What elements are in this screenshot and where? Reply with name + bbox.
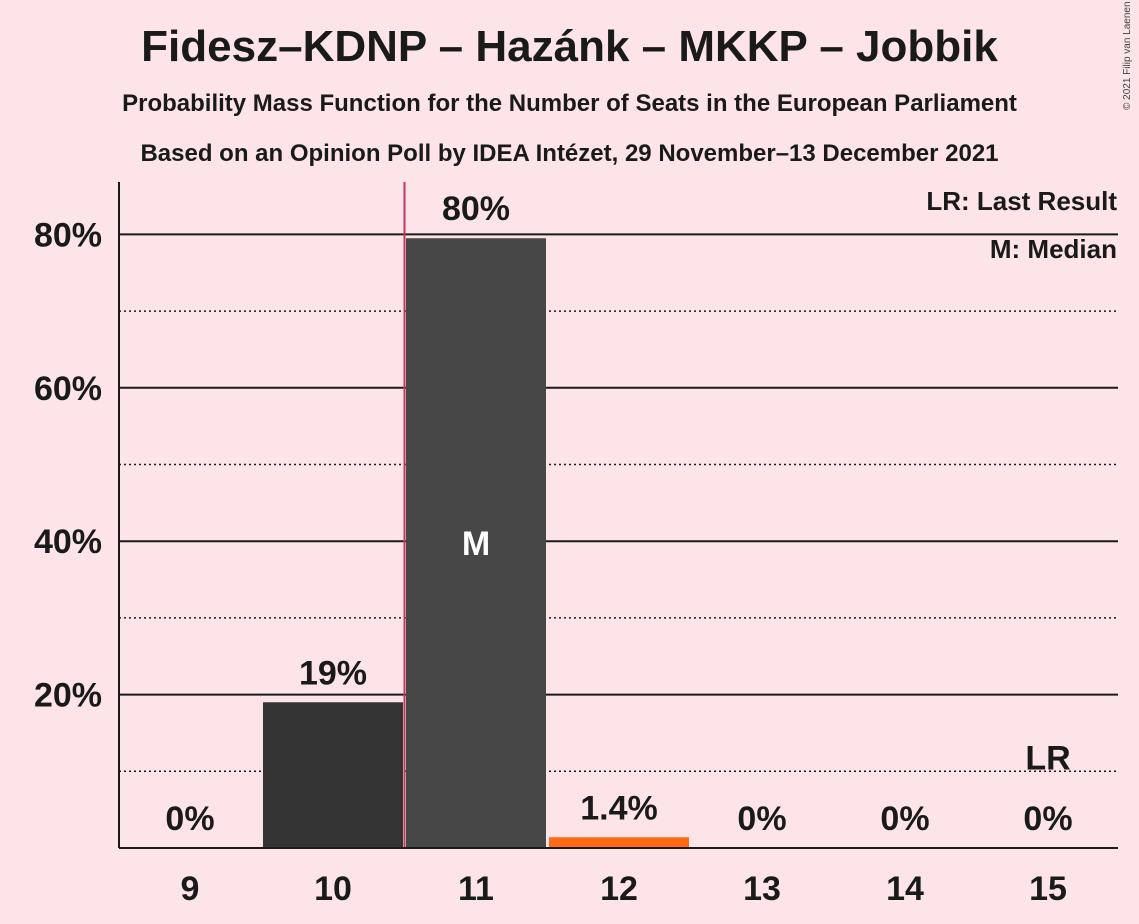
y-tick-label: 60% [34, 370, 102, 408]
y-tick-label: 20% [34, 677, 102, 715]
grid-lines [119, 233, 1118, 773]
y-tick-label: 80% [34, 216, 102, 254]
x-tick-label: 13 [743, 870, 781, 908]
x-tick-label: 9 [181, 870, 200, 908]
data-label-9: 0% [165, 800, 214, 838]
median-marker: M [462, 525, 490, 563]
chart-source: Based on an Opinion Poll by IDEA Intézet… [140, 140, 999, 167]
data-label-15: 0% [1023, 800, 1072, 838]
legend-median: M: Median [990, 234, 1117, 264]
y-tick-label: 40% [34, 523, 102, 561]
x-tick-label: 12 [600, 870, 638, 908]
bar-10 [263, 702, 403, 848]
legend-last-result: LR: Last Result [926, 186, 1117, 216]
x-axis-labels: 9 10 11 12 13 14 15 [181, 870, 1067, 908]
chart-subtitle: Probability Mass Function for the Number… [122, 90, 1017, 117]
x-tick-label: 10 [314, 870, 352, 908]
last-result-marker: LR [1025, 739, 1070, 777]
x-tick-label: 11 [458, 870, 494, 908]
x-tick-label: 14 [886, 870, 924, 908]
x-tick-label: 15 [1029, 870, 1067, 908]
data-label-12: 1.4% [580, 789, 658, 827]
data-label-13: 0% [737, 800, 786, 838]
bars [263, 182, 689, 849]
chart-title: Fidesz–KDNP – Hazánk – MKKP – Jobbik [141, 22, 998, 71]
data-label-11: 80% [442, 190, 510, 228]
data-label-10: 19% [299, 654, 367, 692]
data-label-14: 0% [880, 800, 929, 838]
data-labels: 0% 19% 80% 1.4% 0% 0% 0% [165, 190, 1072, 838]
bar-12 [549, 837, 689, 848]
bar-11 [406, 238, 546, 849]
markers: M LR [462, 525, 1071, 777]
y-axis-labels: 20% 40% 60% 80% [34, 216, 102, 714]
